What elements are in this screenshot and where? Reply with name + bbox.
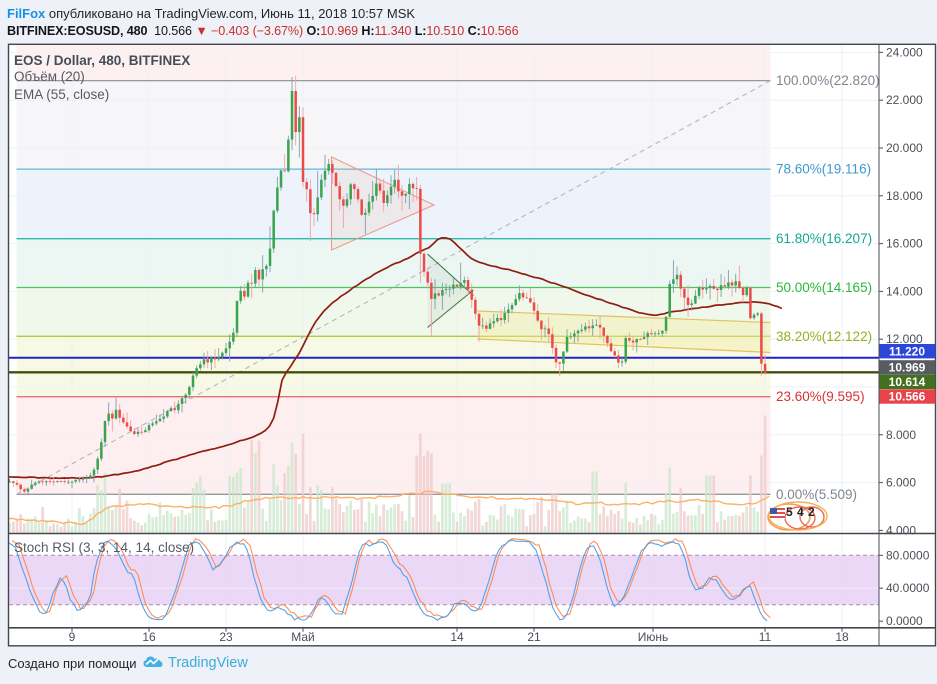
svg-text:80.0000: 80.0000 — [886, 548, 930, 562]
svg-text:2: 2 — [808, 505, 815, 519]
svg-text:40.0000: 40.0000 — [886, 581, 930, 595]
svg-text:5: 5 — [786, 505, 793, 519]
svg-text:6.000: 6.000 — [886, 476, 916, 490]
svg-text:9: 9 — [69, 630, 76, 644]
svg-text:50.00%(14.165): 50.00%(14.165) — [776, 280, 872, 295]
svg-text:16: 16 — [142, 630, 156, 644]
svg-text:Июнь: Июнь — [638, 630, 669, 644]
svg-text:8.000: 8.000 — [886, 428, 916, 442]
svg-text:EOS / Dollar, 480, BITFINEX: EOS / Dollar, 480, BITFINEX — [14, 53, 190, 68]
svg-text:0.0000: 0.0000 — [886, 614, 923, 628]
svg-text:78.60%(19.116): 78.60%(19.116) — [776, 162, 871, 177]
svg-text:11.220: 11.220 — [889, 344, 925, 358]
svg-text:61.80%(16.207): 61.80%(16.207) — [776, 231, 872, 246]
svg-text:21: 21 — [527, 630, 541, 644]
svg-text:14: 14 — [450, 630, 464, 644]
svg-text:23.60%(9.595): 23.60%(9.595) — [776, 389, 865, 404]
svg-text:Объём (20): Объём (20) — [14, 69, 85, 84]
svg-text:Stoch RSI (3, 3, 14, 14, close: Stoch RSI (3, 3, 14, 14, close) — [14, 540, 194, 555]
svg-text:22.000: 22.000 — [886, 93, 923, 107]
svg-text:100.00%(22.820): 100.00%(22.820) — [776, 73, 880, 88]
svg-text:11: 11 — [759, 630, 772, 644]
svg-text:4.000: 4.000 — [886, 523, 916, 537]
svg-text:0.00%(5.509): 0.00%(5.509) — [776, 487, 857, 502]
svg-text:4: 4 — [797, 505, 804, 519]
svg-text:10.566: 10.566 — [889, 390, 926, 404]
svg-text:Май: Май — [291, 630, 315, 644]
svg-text:23: 23 — [219, 630, 233, 644]
svg-text:14.000: 14.000 — [886, 284, 923, 298]
svg-text:20.000: 20.000 — [886, 141, 923, 155]
svg-text:18: 18 — [835, 630, 849, 644]
svg-text:16.000: 16.000 — [886, 237, 923, 251]
svg-text:10.969: 10.969 — [889, 361, 926, 375]
svg-text:10.614: 10.614 — [889, 375, 926, 389]
svg-text:18.000: 18.000 — [886, 189, 923, 203]
svg-text:24.000: 24.000 — [886, 45, 923, 59]
svg-text:12.000: 12.000 — [886, 332, 923, 346]
svg-text:EMA (55, close): EMA (55, close) — [14, 87, 109, 102]
svg-text:38.20%(12.122): 38.20%(12.122) — [776, 329, 872, 344]
